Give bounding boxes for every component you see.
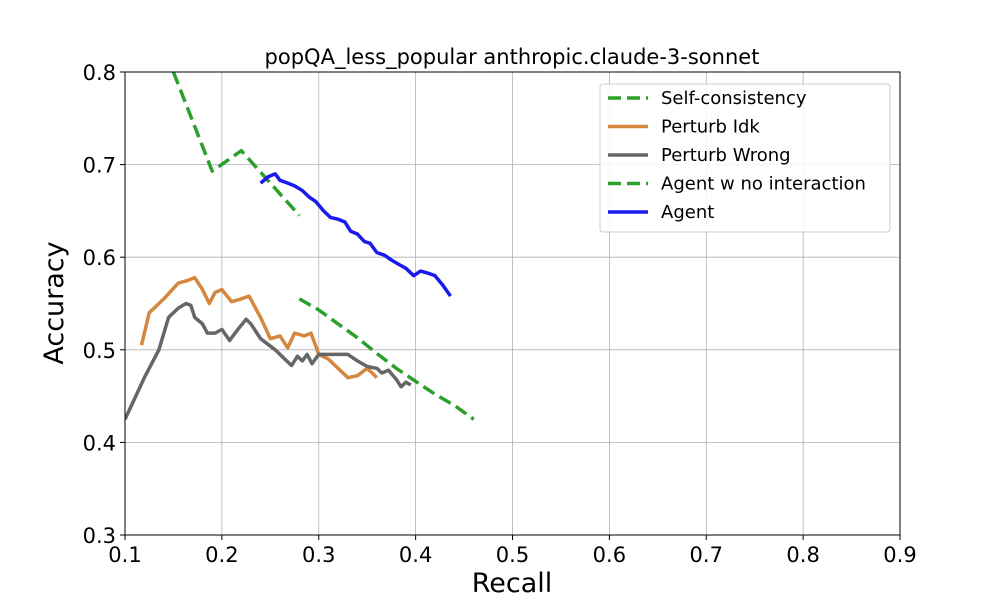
legend: Self-consistency Perturb Idk Perturb Wrong… [599,83,891,233]
legend-label: Perturb Wrong [661,145,791,166]
series-line-perturb-idk [139,275,379,380]
x-axis-label: Recall [472,568,553,599]
series-line-agent [259,172,452,298]
y-tick-label: 0.8 [83,61,116,85]
chart-title: popQA_less_popular anthropic.claude-3-so… [265,45,760,70]
y-tick-label: 0.6 [83,246,116,270]
x-tick-label: 0.1 [108,543,141,567]
legend-label: Agent w no interaction [661,174,866,195]
ticks: 0.1 0.2 0.3 0.4 0.5 0.6 0.7 0.8 0.9 0.3 0.4 0.5 0.6 0… [83,61,917,567]
legend-label: Self-consistency [661,88,807,109]
y-tick-label: 0.7 [83,154,116,178]
series-line-self-consistency [171,72,301,217]
legend-label: Agent [661,202,714,223]
legend-label: Perturb Idk [661,117,760,138]
x-tick-label: 0.8 [786,543,819,567]
legend-box [599,83,891,233]
x-tick-label: 0.7 [690,543,723,567]
x-tick-label: 0.3 [302,543,335,567]
y-tick-label: 0.3 [83,524,116,548]
y-axis-label: Accuracy [39,241,70,364]
y-tick-label: 0.4 [83,431,116,455]
x-tick-label: 0.5 [496,543,529,567]
x-tick-label: 0.4 [399,543,432,567]
series-line-agent-w-no-interaction [298,297,475,421]
series-layer [125,72,475,421]
x-tick-label: 0.9 [883,543,916,567]
y-tick-label: 0.5 [83,339,116,363]
x-tick-label: 0.6 [593,543,626,567]
series-line-perturb-wrong [125,301,412,421]
x-tick-label: 0.2 [205,543,238,567]
